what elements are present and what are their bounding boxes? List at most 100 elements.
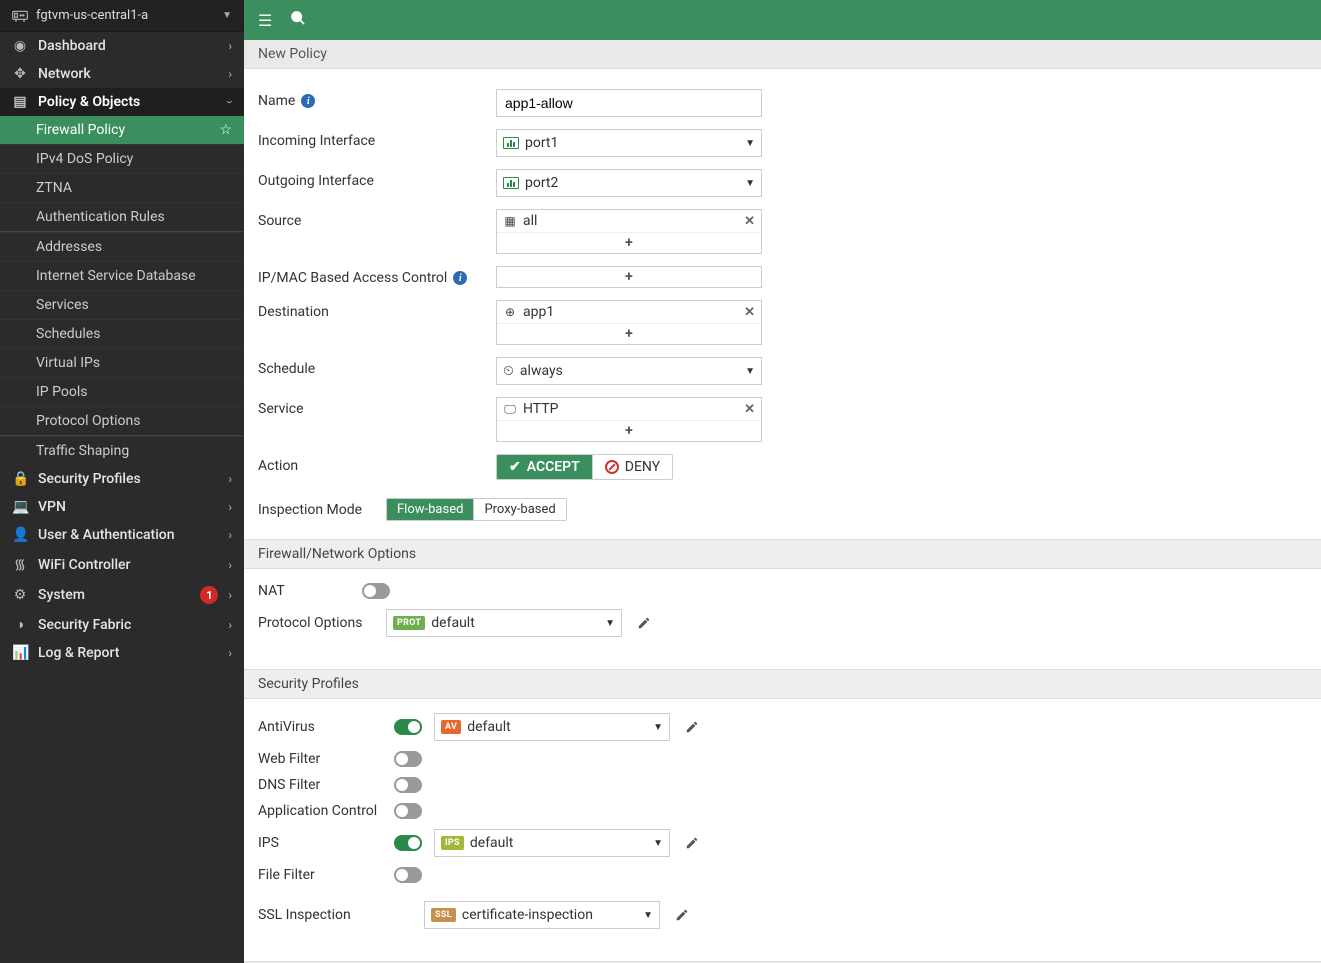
outgoing-interface-select[interactable]: port2 ▼	[496, 169, 762, 197]
chevron-down-icon: ▼	[745, 366, 755, 377]
sidebar: fgtvm-us-central1-a ▼ ◉ Dashboard › ✥ Ne…	[0, 0, 244, 963]
ssl-value: certificate-inspection	[462, 907, 593, 923]
accept-button[interactable]: ✔ACCEPT	[497, 455, 592, 479]
wf-toggle[interactable]	[394, 751, 422, 767]
deny-icon	[605, 460, 619, 474]
nav-user-auth[interactable]: 👤 User & Authentication ›	[0, 521, 244, 549]
nav-vips[interactable]: Virtual IPs	[0, 348, 244, 377]
nav-traffic-shaping[interactable]: Traffic Shaping	[0, 436, 244, 465]
nat-toggle[interactable]	[362, 583, 390, 599]
wifi-icon: ᯾	[12, 555, 28, 574]
nat-label: NAT	[258, 583, 356, 599]
fwnet-header: Firewall/Network Options	[244, 539, 1321, 569]
ips-chip: IPS	[441, 836, 464, 850]
device-icon	[12, 9, 28, 23]
nav-firewall-policy[interactable]: Firewall Policy ☆	[0, 116, 244, 144]
name-input[interactable]	[496, 89, 762, 117]
name-label: Name	[258, 93, 295, 109]
star-icon[interactable]: ☆	[219, 122, 232, 138]
info-icon[interactable]: i	[301, 94, 315, 108]
source-label: Source	[258, 209, 490, 229]
ff-toggle[interactable]	[394, 867, 422, 883]
nav-policy-objects[interactable]: ▤ Policy & Objects ›	[0, 88, 244, 116]
ips-toggle[interactable]	[394, 835, 422, 851]
destination-box[interactable]: ⊕ app1 ✕ +	[496, 300, 762, 345]
add-destination[interactable]: +	[497, 323, 761, 344]
nav-ip-pools[interactable]: IP Pools	[0, 377, 244, 406]
remove-icon[interactable]: ✕	[744, 305, 755, 320]
edit-icon[interactable]	[684, 719, 700, 735]
chevron-down-icon: ▼	[653, 722, 663, 733]
dns-toggle[interactable]	[394, 777, 422, 793]
breadcrumb: New Policy	[244, 40, 1321, 69]
edit-icon[interactable]	[684, 835, 700, 851]
av-chip: AV	[441, 720, 461, 734]
ssl-select[interactable]: SSL certificate-inspection ▼	[424, 901, 660, 929]
edit-icon[interactable]	[636, 615, 652, 631]
wf-label: Web Filter	[258, 751, 388, 767]
menu-icon[interactable]: ☰	[258, 11, 272, 30]
ff-label: File Filter	[258, 867, 388, 883]
proxy-based-button[interactable]: Proxy-based	[473, 499, 565, 520]
remove-icon[interactable]: ✕	[744, 214, 755, 229]
av-toggle[interactable]	[394, 719, 422, 735]
nav-addresses[interactable]: Addresses	[0, 232, 244, 261]
nav-network[interactable]: ✥ Network ›	[0, 60, 244, 88]
chevron-down-icon: ▼	[745, 178, 755, 189]
source-box[interactable]: ▦ all ✕ +	[496, 209, 762, 254]
nav-protocol-options[interactable]: Protocol Options	[0, 406, 244, 435]
nav-isdb[interactable]: Internet Service Database	[0, 261, 244, 290]
add-source[interactable]: +	[497, 232, 761, 253]
host-selector[interactable]: fgtvm-us-central1-a ▼	[0, 0, 244, 32]
nav-auth-rules[interactable]: Authentication Rules	[0, 202, 244, 231]
ips-select[interactable]: IPS default ▼	[434, 829, 670, 857]
av-select[interactable]: AV default ▼	[434, 713, 670, 741]
service-item[interactable]: 🖵 HTTP ✕	[497, 398, 761, 420]
policy-icon: ▤	[12, 94, 28, 110]
protocol-options-select[interactable]: PROT default ▼	[386, 609, 622, 637]
add-ipmac[interactable]: +	[497, 267, 761, 287]
source-item[interactable]: ▦ all ✕	[497, 210, 761, 232]
nav-system[interactable]: ⚙ System 1 ›	[0, 580, 244, 610]
search-icon[interactable]	[290, 10, 306, 30]
nav-ztna[interactable]: ZTNA	[0, 173, 244, 202]
outgoing-value: port2	[525, 175, 558, 191]
topbar: ☰	[244, 0, 1321, 40]
schedule-select[interactable]: ⏲ always ▼	[496, 357, 762, 385]
lock-icon: 🔒	[12, 471, 28, 487]
laptop-icon: 💻	[12, 499, 28, 515]
service-icon: 🖵	[503, 402, 517, 417]
gauge-icon: ◉	[12, 38, 28, 54]
ipmac-box[interactable]: +	[496, 266, 762, 288]
destination-item[interactable]: ⊕ app1 ✕	[497, 301, 761, 323]
service-box[interactable]: 🖵 HTTP ✕ +	[496, 397, 762, 442]
chevron-down-icon: ▼	[605, 618, 615, 629]
inspection-label: Inspection Mode	[258, 498, 380, 518]
nav-vpn[interactable]: 💻 VPN ›	[0, 493, 244, 521]
nav-log-report[interactable]: 📊 Log & Report ›	[0, 639, 244, 667]
nav-services[interactable]: Services	[0, 290, 244, 319]
info-icon[interactable]: i	[453, 271, 467, 285]
nav-security-profiles[interactable]: 🔒 Security Profiles ›	[0, 465, 244, 493]
app-toggle[interactable]	[394, 803, 422, 819]
edit-icon[interactable]	[674, 907, 690, 923]
proto-label: Protocol Options	[258, 615, 380, 631]
deny-button[interactable]: DENY	[592, 455, 672, 479]
destination-label: Destination	[258, 300, 490, 320]
nav-policy-children: Firewall Policy ☆ IPv4 DoS Policy ZTNA A…	[0, 116, 244, 465]
nav-schedules[interactable]: Schedules	[0, 319, 244, 348]
nav-security-fabric[interactable]: ◑ Security Fabric ›	[0, 610, 244, 639]
chevron-down-icon: ▼	[745, 138, 755, 149]
incoming-interface-select[interactable]: port1 ▼	[496, 129, 762, 157]
add-service[interactable]: +	[497, 420, 761, 441]
remove-icon[interactable]: ✕	[744, 402, 755, 417]
nav-ipv4-dos[interactable]: IPv4 DoS Policy	[0, 144, 244, 173]
nav-wifi[interactable]: ᯾ WiFi Controller ›	[0, 549, 244, 580]
nav-dashboard[interactable]: ◉ Dashboard ›	[0, 32, 244, 60]
system-badge: 1	[200, 586, 218, 604]
flow-based-button[interactable]: Flow-based	[387, 499, 473, 520]
chart-icon: 📊	[12, 645, 28, 661]
page-title: New Policy	[258, 46, 327, 62]
outgoing-label: Outgoing Interface	[258, 169, 490, 189]
calendar-icon: ⏲	[503, 363, 514, 379]
